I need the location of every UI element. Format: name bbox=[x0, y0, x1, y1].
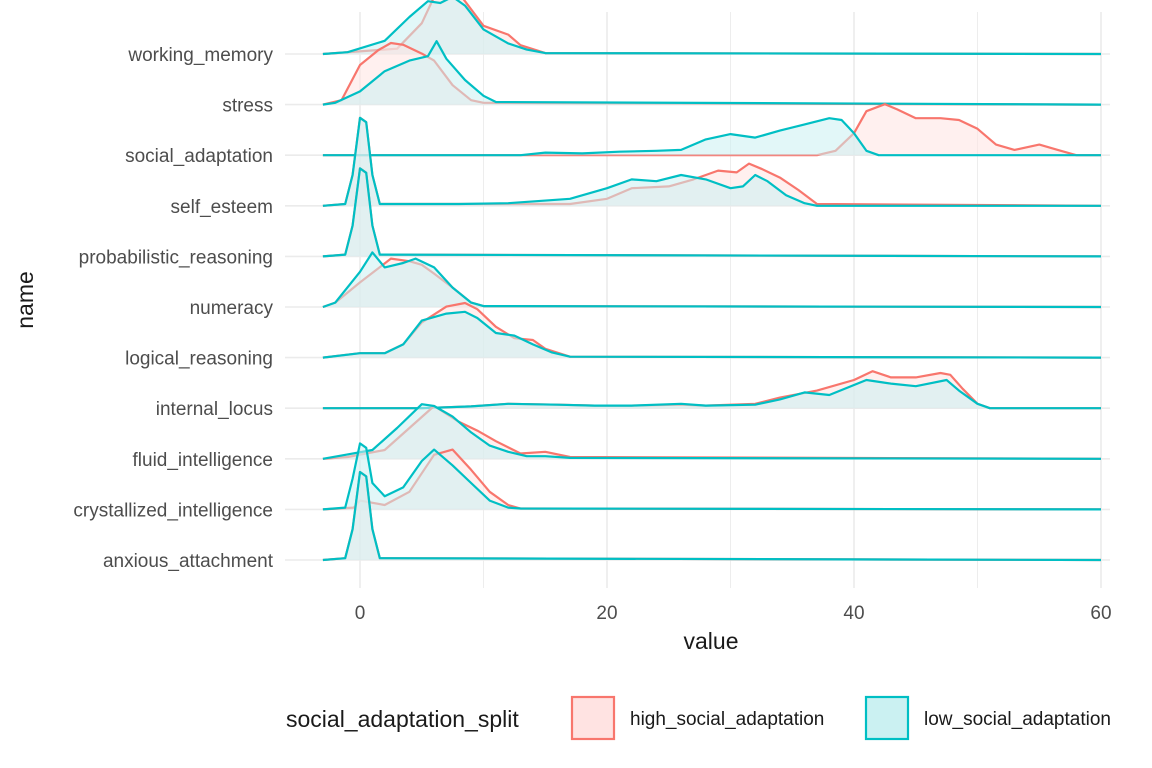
ridge-probabilistic_reasoning bbox=[322, 167, 1102, 258]
legend-key-low_social_adaptation bbox=[864, 695, 910, 741]
density-area-high_social_adaptation bbox=[322, 371, 1101, 409]
ridge-anxious_attachment bbox=[322, 470, 1102, 562]
ridge-logical_reasoning bbox=[322, 301, 1102, 359]
category-label-logical_reasoning: logical_reasoning bbox=[125, 349, 273, 370]
density-line-low_social_adaptation bbox=[322, 167, 1102, 258]
density-area-low_social_adaptation bbox=[322, 118, 1101, 156]
density-area-low_social_adaptation bbox=[322, 41, 1101, 105]
x-axis-title: value bbox=[684, 628, 739, 654]
density-line-low_social_adaptation bbox=[322, 442, 1102, 511]
category-label-numeracy: numeracy bbox=[190, 298, 274, 319]
density-line-low_social_adaptation bbox=[322, 470, 1102, 562]
density-area-low_social_adaptation bbox=[322, 117, 1101, 206]
legend-label-low_social_adaptation: low_social_adaptation bbox=[924, 709, 1111, 730]
ridge-internal_locus bbox=[322, 370, 1101, 410]
density-line-low_social_adaptation bbox=[322, 251, 1102, 309]
legend-key-high_social_adaptation bbox=[570, 695, 616, 741]
category-label-crystallized_intelligence: crystallized_intelligence bbox=[73, 500, 273, 521]
density-line-high_social_adaptation bbox=[322, 370, 1101, 410]
category-label-fluid_intelligence: fluid_intelligence bbox=[133, 450, 274, 471]
category-label-internal_locus: internal_locus bbox=[156, 399, 273, 420]
density-area-low_social_adaptation bbox=[322, 252, 1101, 307]
category-label-self_esteem: self_esteem bbox=[171, 197, 273, 218]
x-tick-label: 20 bbox=[596, 603, 617, 624]
ridge-area bbox=[322, 0, 1102, 562]
category-label-probabilistic_reasoning: probabilistic_reasoning bbox=[79, 247, 273, 268]
x-tick-label: 60 bbox=[1090, 603, 1111, 624]
ridge-fluid_intelligence bbox=[322, 403, 1102, 460]
category-label-stress: stress bbox=[222, 96, 273, 117]
density-area-low_social_adaptation bbox=[322, 380, 1101, 409]
legend: social_adaptation_split high_social_adap… bbox=[286, 695, 1111, 741]
ridge-social_adaptation bbox=[322, 103, 1101, 157]
density-line-low_social_adaptation bbox=[322, 403, 1102, 460]
y-axis-title: name bbox=[12, 271, 38, 329]
ridge-crystallized_intelligence bbox=[322, 442, 1102, 511]
density-area-high_social_adaptation bbox=[322, 104, 1101, 156]
ridge-numeracy bbox=[322, 251, 1102, 309]
density-area-low_social_adaptation bbox=[322, 443, 1101, 510]
legend-label-high_social_adaptation: high_social_adaptation bbox=[630, 709, 824, 730]
density-line-low_social_adaptation bbox=[322, 116, 1101, 207]
x-tick-label: 40 bbox=[843, 603, 864, 624]
category-label-anxious_attachment: anxious_attachment bbox=[103, 551, 274, 572]
legend-title: social_adaptation_split bbox=[286, 706, 519, 732]
category-label-working_memory: working_memory bbox=[127, 45, 273, 66]
density-area-low_social_adaptation bbox=[322, 311, 1101, 358]
density-line-low_social_adaptation bbox=[322, 378, 1101, 410]
ridge-stress bbox=[322, 40, 1102, 106]
x-tick-label: 0 bbox=[355, 603, 366, 624]
density-line-low_social_adaptation bbox=[322, 310, 1102, 359]
x-tick-labels: 0 20 40 60 bbox=[355, 603, 1112, 624]
density-line-low_social_adaptation bbox=[322, 40, 1102, 106]
ridge-self_esteem bbox=[322, 116, 1102, 207]
density-line-low_social_adaptation bbox=[322, 117, 1101, 157]
category-label-social_adaptation: social_adaptation bbox=[125, 146, 273, 167]
density-area-low_social_adaptation bbox=[322, 404, 1101, 459]
density-line-low_social_adaptation bbox=[322, 0, 1102, 56]
